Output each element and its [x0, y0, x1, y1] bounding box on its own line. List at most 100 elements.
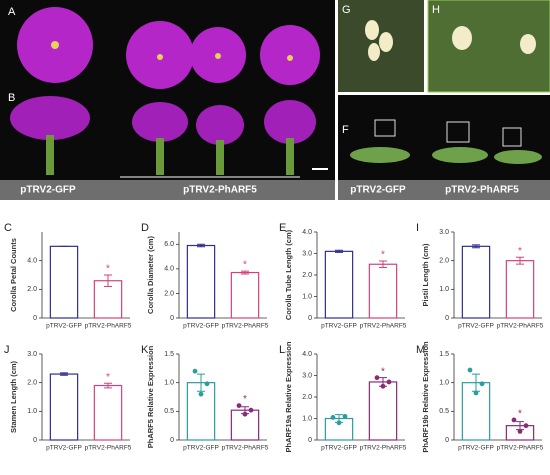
x-tick-label: pTRV2-PhARF5	[85, 445, 132, 452]
significance: *	[243, 394, 247, 405]
y-axis-label: PhARF19b Relative Expression	[421, 341, 430, 453]
y-tick-label: 3.0	[439, 229, 449, 236]
bar	[368, 381, 398, 441]
bar	[49, 373, 79, 441]
y-tick-label: 4.0	[302, 351, 312, 358]
y-axis-label: Corolla Petal Counts	[9, 238, 18, 312]
data-point	[523, 423, 529, 429]
y-axis-label: Corolla Diameter (cm)	[146, 236, 155, 314]
y-tick-label: 2.0	[439, 258, 449, 265]
x-tick-label: pTRV2-GFP	[46, 323, 82, 330]
data-point	[374, 375, 380, 381]
y-tick-label: 0	[308, 315, 312, 322]
y-tick-label: 1.0	[302, 415, 312, 422]
y-tick-label: 6.0	[164, 241, 174, 248]
y-tick-label: 1.0	[27, 408, 37, 415]
error-bar	[516, 256, 524, 265]
data-point	[336, 420, 342, 426]
x-tick-label: pTRV2-GFP	[458, 323, 494, 330]
y-tick-label: 4.0	[164, 266, 174, 273]
data-point	[380, 383, 386, 389]
panel-letter: B	[8, 92, 15, 104]
panel-letter: C	[4, 222, 12, 234]
y-tick-label: 1.5	[439, 351, 449, 358]
panel-letter: E	[279, 222, 286, 234]
y-tick-label: 0	[445, 315, 449, 322]
y-tick-label: 0.5	[164, 408, 174, 415]
significance: *	[518, 409, 522, 420]
panel-letter: A	[8, 6, 16, 18]
panel-letter: K	[141, 344, 149, 356]
bar	[461, 245, 491, 319]
error-bar	[335, 249, 343, 253]
x-tick-label: pTRV2-GFP	[321, 445, 357, 452]
significance: *	[381, 366, 385, 377]
y-tick-label: 3.0	[302, 372, 312, 379]
significance: *	[106, 372, 110, 383]
data-point	[236, 403, 242, 408]
y-tick-label: 4.0	[27, 258, 37, 265]
y-tick-label: 2.0	[302, 394, 312, 401]
x-tick-label: pTRV2-PhARF5	[497, 445, 544, 452]
bar	[368, 263, 398, 319]
error-bar	[379, 260, 387, 268]
group-label: pTRV2-GFP	[20, 185, 76, 196]
group-label: pTRV2-GFP	[350, 185, 406, 196]
y-axis-label: PhARF5 Relative Expression	[146, 345, 155, 448]
group-label: pTRV2-PhARF5	[445, 185, 519, 196]
y-tick-label: 2.0	[302, 272, 312, 279]
y-tick-label: 0	[170, 437, 174, 444]
data-point	[467, 367, 473, 373]
y-tick-label: 2.0	[27, 380, 37, 387]
data-point	[248, 407, 254, 413]
y-tick-label: 2.0	[164, 290, 174, 297]
data-point	[342, 413, 348, 419]
panel-letter: F	[342, 124, 349, 136]
group-label: pTRV2-PhARF5	[183, 185, 257, 196]
panel-letter: I	[416, 222, 419, 234]
x-tick-label: pTRV2-PhARF5	[360, 445, 407, 452]
y-tick-label: 2.0	[27, 286, 37, 293]
panel-letter: M	[416, 344, 425, 356]
y-tick-label: 0	[170, 315, 174, 322]
y-axis-label: Corolla Tube Length (cm)	[284, 229, 293, 320]
y-tick-label: 0.5	[439, 408, 449, 415]
panel-letter: D	[141, 222, 149, 234]
y-axis-label: PhARF19a Relative Expression	[284, 341, 293, 452]
x-tick-label: pTRV2-PhARF5	[85, 323, 132, 330]
bar	[505, 260, 535, 319]
data-point	[198, 391, 204, 397]
bar	[324, 250, 354, 319]
bar	[93, 384, 123, 441]
error-bar	[60, 372, 68, 376]
data-point	[192, 368, 198, 374]
y-tick-label: 3.0	[27, 351, 37, 358]
x-tick-label: pTRV2-GFP	[183, 445, 219, 452]
error-bar	[104, 382, 112, 389]
y-tick-label: 1.0	[164, 380, 174, 387]
bar	[49, 245, 79, 319]
y-tick-label: 4.0	[302, 229, 312, 236]
y-tick-label: 0	[445, 437, 449, 444]
bar	[230, 271, 260, 319]
significance: *	[106, 264, 110, 275]
y-tick-label: 0	[308, 437, 312, 444]
panel-letter: G	[342, 4, 351, 16]
data-point	[242, 411, 248, 417]
panel-letter: H	[432, 4, 440, 16]
significance: *	[518, 246, 522, 257]
data-point	[479, 381, 485, 387]
data-point	[473, 390, 479, 396]
data-point	[511, 417, 517, 423]
significance: *	[243, 260, 247, 271]
error-bar	[241, 270, 249, 275]
error-bar	[197, 243, 205, 248]
y-tick-label: 0	[33, 315, 37, 322]
error-bar	[472, 244, 480, 249]
x-tick-label: pTRV2-PhARF5	[360, 323, 407, 330]
data-point	[330, 415, 336, 420]
x-tick-label: pTRV2-GFP	[321, 323, 357, 330]
y-tick-label: 1.0	[439, 286, 449, 293]
y-tick-label: 3.0	[302, 250, 312, 257]
y-tick-label: 0	[33, 437, 37, 444]
